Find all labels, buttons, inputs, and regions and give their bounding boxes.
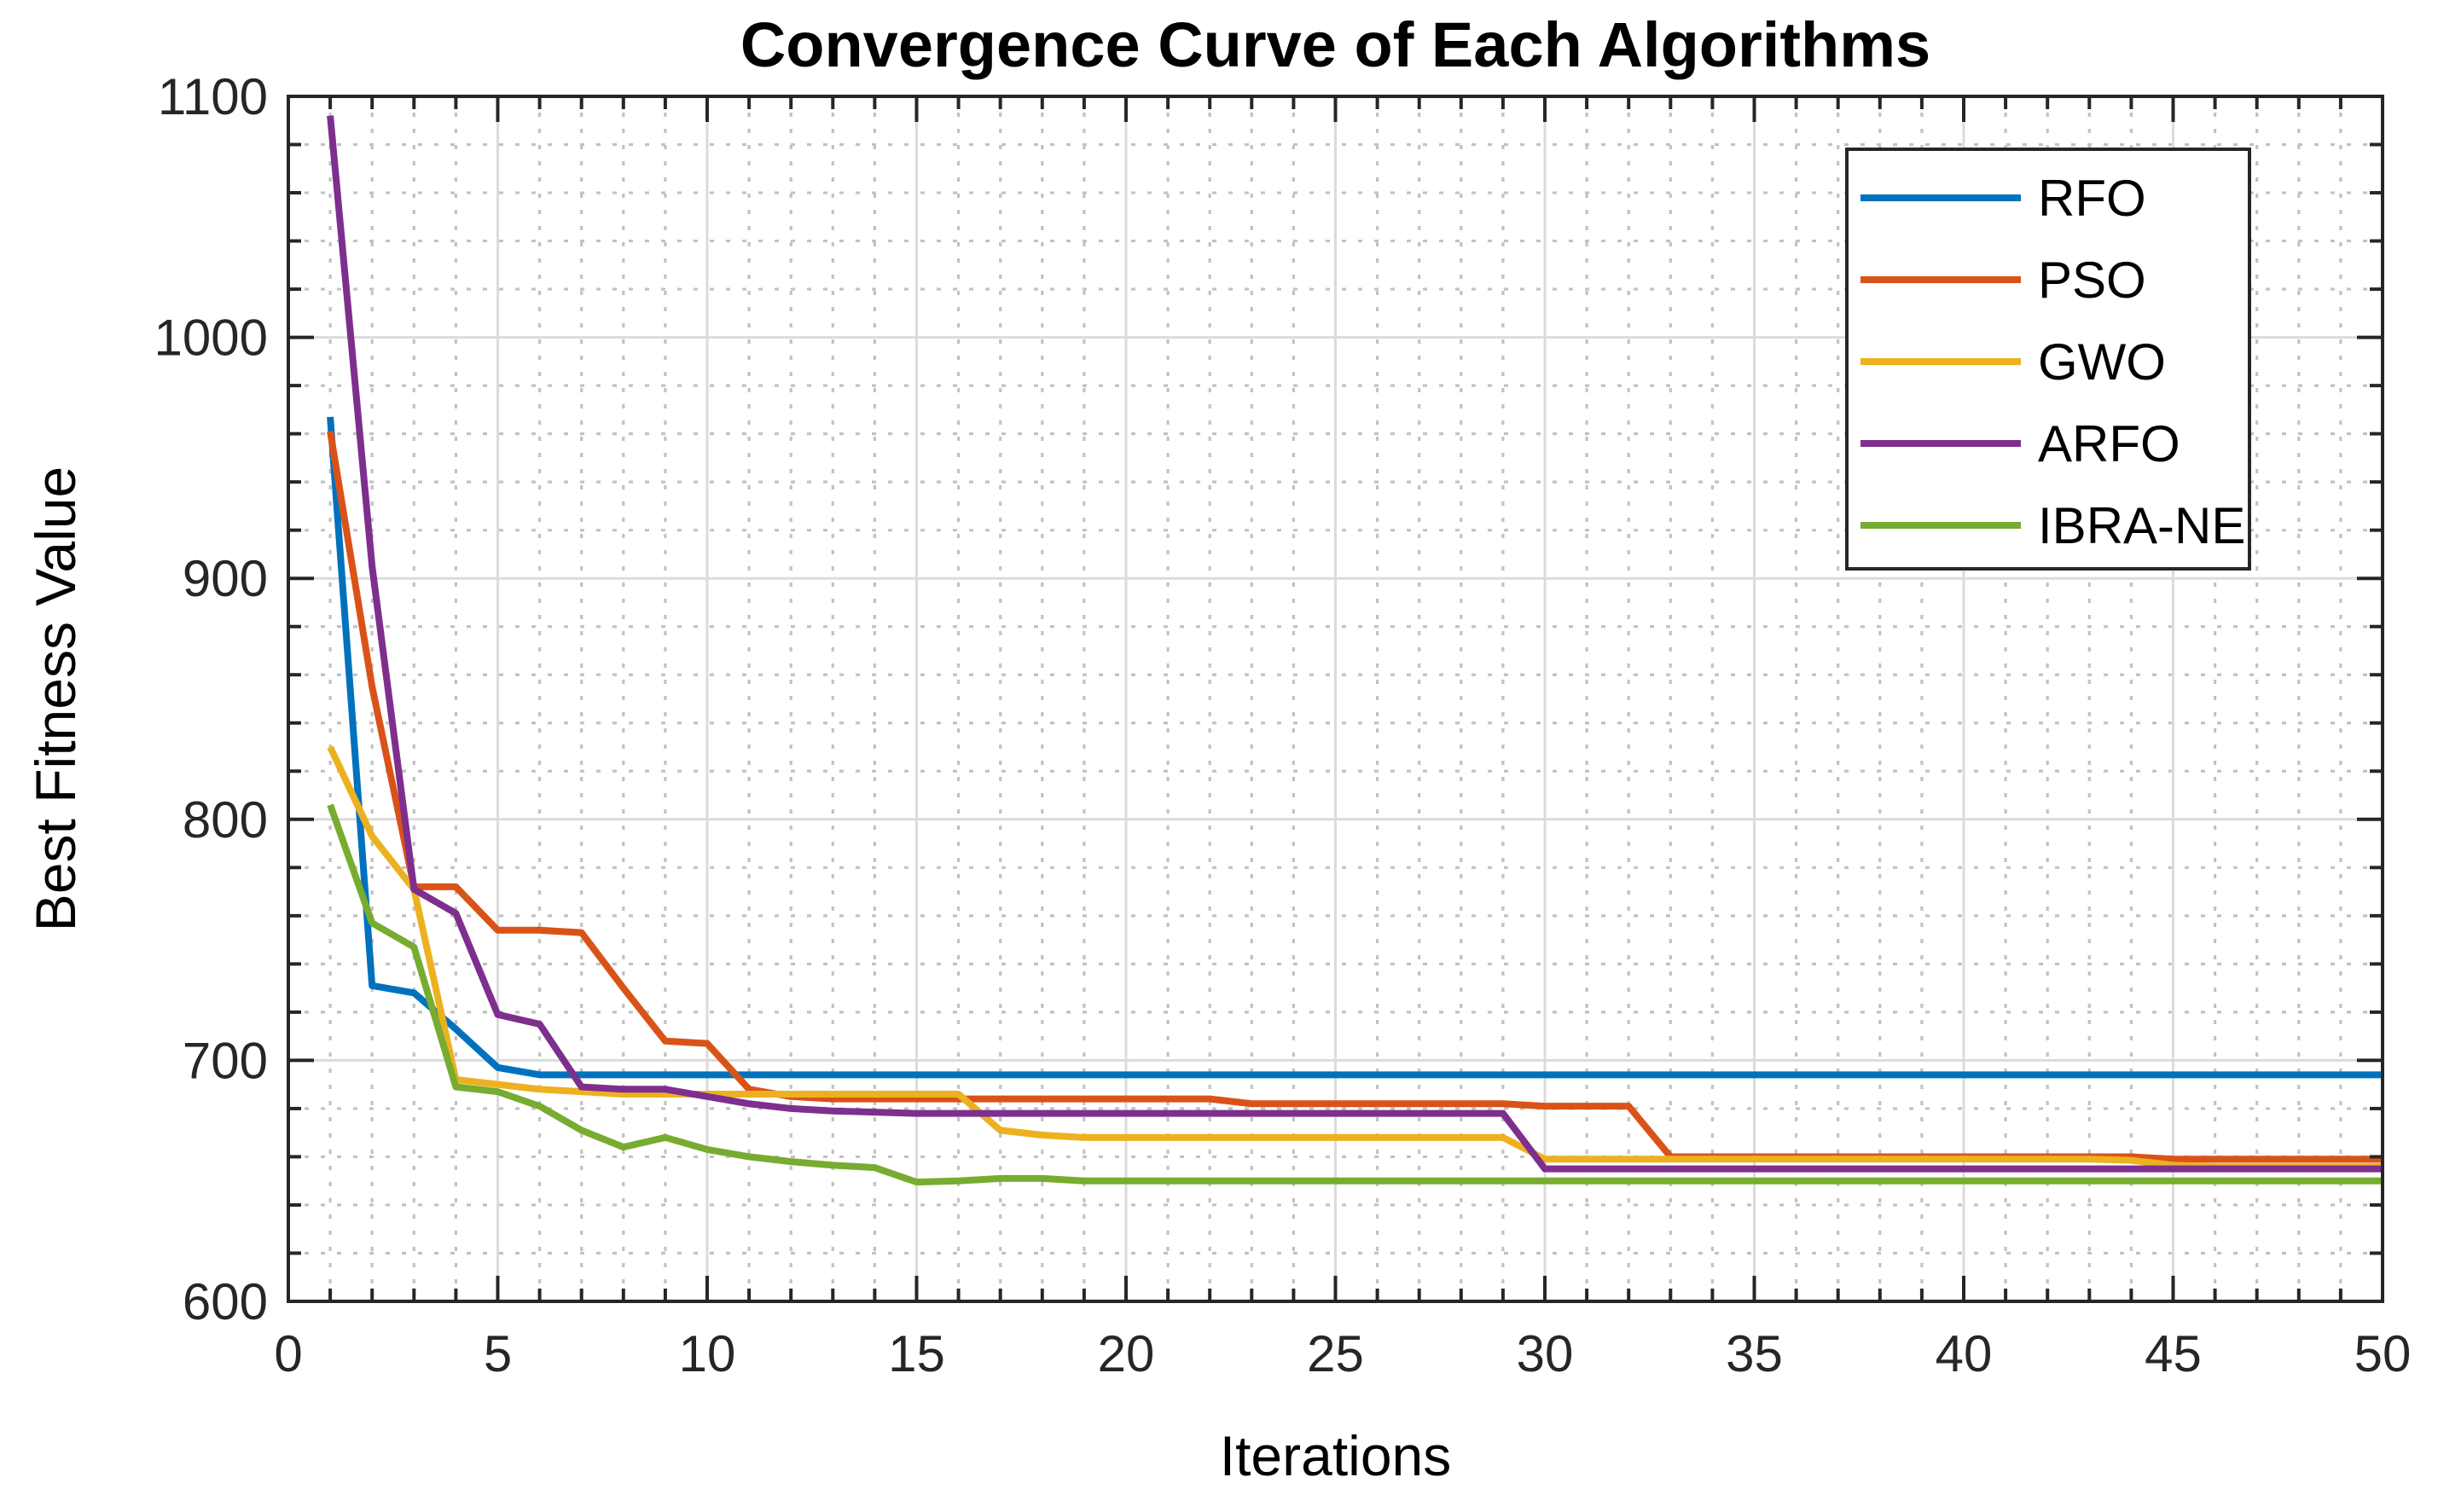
x-axis-label: Iterations — [1220, 1424, 1451, 1487]
y-tick-label: 700 — [183, 1032, 268, 1089]
x-tick-label: 20 — [1098, 1325, 1155, 1382]
y-tick-label: 1000 — [154, 310, 268, 367]
legend-label: ARFO — [2038, 415, 2180, 472]
data-series — [327, 115, 2383, 1186]
series-line-rfo — [327, 416, 2383, 1079]
x-tick-label: 0 — [274, 1325, 302, 1382]
x-tick-label: 10 — [679, 1325, 736, 1382]
axis-ticks — [287, 95, 2384, 1303]
y-tick-labels: 600 700 800 900 1000 1100 — [154, 68, 268, 1330]
x-tick-label: 35 — [1726, 1325, 1783, 1382]
legend-item-gwo: GWO — [1860, 333, 2166, 391]
x-tick-label: 30 — [1517, 1325, 1574, 1382]
legend-item-rfo: RFO — [1860, 170, 2146, 227]
x-tick-labels: 0 5 10 15 20 25 30 35 40 45 50 — [274, 1325, 2411, 1382]
x-tick-label: 25 — [1307, 1325, 1364, 1382]
legend-item-arfo: ARFO — [1860, 415, 2180, 472]
series-line-gwo — [327, 745, 2383, 1170]
legend: RFO PSO GWO ARFO IBRA-NE — [1845, 148, 2251, 571]
legend-label: PSO — [2038, 252, 2146, 309]
y-tick-label: 900 — [183, 550, 268, 607]
chart-title: Convergence Curve of Each Algorithms — [740, 9, 1930, 80]
legend-label: GWO — [2038, 333, 2166, 391]
series-line-ibra-ne — [327, 803, 2383, 1186]
legend-item-ibra-ne: IBRA-NE — [1860, 497, 2245, 554]
x-tick-label: 5 — [484, 1325, 512, 1382]
legend-label: RFO — [2038, 170, 2146, 227]
legend-label: IBRA-NE — [2038, 497, 2245, 554]
y-tick-label: 600 — [183, 1273, 268, 1330]
x-tick-label: 50 — [2354, 1325, 2412, 1382]
x-tick-label: 40 — [1936, 1325, 1993, 1382]
y-tick-label: 800 — [183, 791, 268, 849]
x-tick-label: 45 — [2145, 1325, 2202, 1382]
legend-item-pso: PSO — [1860, 252, 2146, 309]
x-tick-label: 15 — [888, 1325, 945, 1382]
y-tick-label: 1100 — [158, 68, 268, 125]
series-line-arfo — [327, 115, 2383, 1173]
legend-box — [1845, 148, 2251, 571]
minor-gridlines — [288, 96, 2383, 1301]
y-axis-label: Best Fitness Value — [24, 466, 87, 931]
